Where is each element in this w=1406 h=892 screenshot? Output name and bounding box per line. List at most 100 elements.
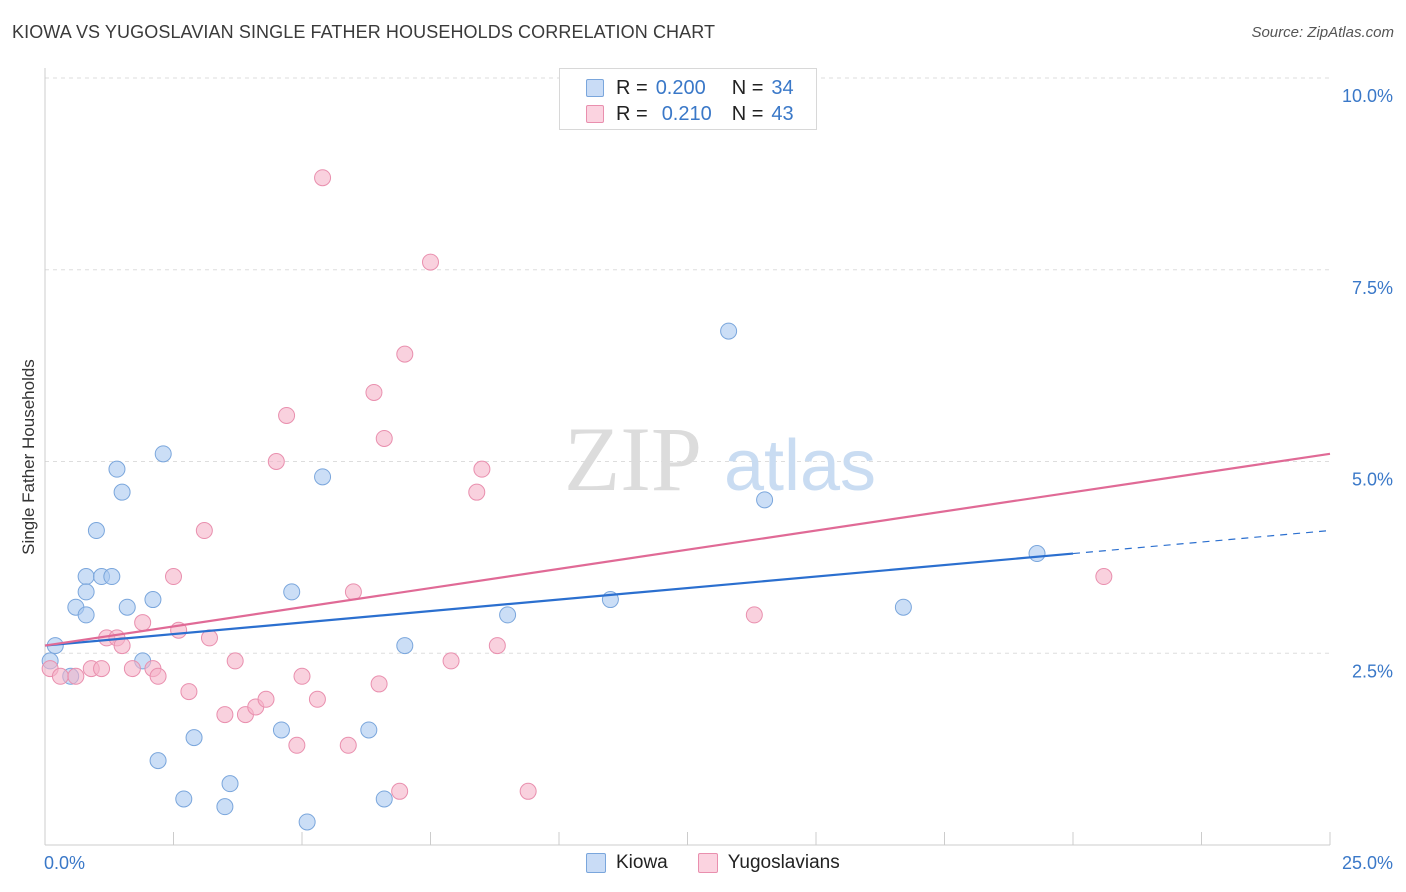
kiowa-point xyxy=(175,790,193,808)
yugoslavians-point xyxy=(180,683,198,701)
yugoslavians-point xyxy=(216,706,234,724)
kiowa-point xyxy=(185,729,203,747)
yugoslavians-point xyxy=(257,690,275,708)
kiowa-point xyxy=(77,568,95,586)
kiowa-point xyxy=(499,606,517,624)
kiowa-point xyxy=(375,790,393,808)
kiowa-trend-extension xyxy=(1072,529,1331,555)
yugoslavians-point xyxy=(308,690,326,708)
legend-item-yugoslavians[interactable]: Yugoslavians xyxy=(697,852,840,874)
kiowa-point xyxy=(87,522,105,540)
axis-labels: 2.5% 5.0% 7.5% 10.0% 0.0% 25.0% xyxy=(44,86,1393,873)
legend-yugoslavians-label: Yugoslavians xyxy=(727,852,840,873)
yugoslavians-point xyxy=(123,660,141,678)
kiowa-point xyxy=(272,721,290,739)
yugoslavians-point xyxy=(745,606,763,624)
yugoslavians-r-label: R = xyxy=(616,102,648,125)
yugoslavians-point xyxy=(134,614,152,632)
kiowa-point xyxy=(298,813,316,831)
y-tick-label: 7.5% xyxy=(1352,278,1393,298)
yugoslavians-point xyxy=(468,483,486,501)
kiowa-point xyxy=(118,598,136,616)
yugoslavians-point xyxy=(51,667,69,685)
kiowa-point xyxy=(756,491,774,509)
yugoslavians-point xyxy=(293,667,311,685)
legend-kiowa-label: Kiowa xyxy=(616,852,668,873)
x-tick-label: 25.0% xyxy=(1342,853,1393,873)
yugoslavians-r-value: 0.210 xyxy=(661,102,712,125)
stats-legend: R = 0.200 N = 34 R = 0.210 N = 43 xyxy=(559,68,817,130)
yugoslavians-trend-line xyxy=(44,452,1331,647)
yugoslavians-point xyxy=(278,406,296,424)
yugoslavians-point xyxy=(375,429,393,447)
yugoslavians-n-label: N = xyxy=(731,102,764,125)
yugoslavians-point xyxy=(396,345,414,363)
kiowa-point xyxy=(108,460,126,478)
yugoslavians-point xyxy=(314,169,332,187)
kiowa-r-label: R = xyxy=(616,76,648,99)
kiowa-point xyxy=(77,583,95,601)
watermark-zip: ZIP xyxy=(564,408,702,510)
kiowa-n-label: N = xyxy=(731,76,764,99)
kiowa-point xyxy=(360,721,378,739)
axes xyxy=(44,68,1331,846)
x-tick-label: 0.0% xyxy=(44,853,85,873)
yugoslavians-point xyxy=(473,460,491,478)
yugoslavians-point xyxy=(365,383,383,401)
kiowa-point xyxy=(103,568,121,586)
yugoslavians-point xyxy=(344,583,362,601)
kiowa-n-value: 34 xyxy=(771,76,794,99)
yugoslavians-point xyxy=(149,667,167,685)
watermark-atlas: atlas xyxy=(724,426,876,506)
source-label: Source: ZipAtlas.com xyxy=(1251,24,1394,41)
data-points xyxy=(41,169,1113,831)
legend-kiowa-swatch xyxy=(586,853,606,873)
kiowa-point xyxy=(149,752,167,770)
y-axis-label: Single Father Households xyxy=(19,359,38,555)
kiowa-r-value: 0.200 xyxy=(655,76,706,99)
legend-yugoslavians-swatch xyxy=(697,853,718,873)
kiowa-point xyxy=(221,775,239,793)
yugoslavians-point xyxy=(391,782,409,800)
yugoslavians-point xyxy=(267,453,285,470)
kiowa-point xyxy=(396,637,414,655)
kiowa-point xyxy=(894,598,912,616)
grid-lines xyxy=(45,77,1330,654)
legend-item-kiowa[interactable]: Kiowa xyxy=(586,852,668,874)
kiowa-swatch xyxy=(586,79,604,97)
yugoslavians-point xyxy=(288,736,306,754)
yugoslavians-point xyxy=(165,568,182,586)
kiowa-point xyxy=(113,483,131,501)
yugoslavians-point xyxy=(195,522,213,540)
yugoslavians-point xyxy=(422,253,439,271)
yugoslavians-point xyxy=(1095,568,1113,586)
chart-title: KIOWA VS YUGOSLAVIAN SINGLE FATHER HOUSE… xyxy=(12,22,716,42)
kiowa-point xyxy=(1028,545,1046,563)
y-tick-label: 5.0% xyxy=(1352,470,1393,490)
kiowa-point xyxy=(77,606,95,624)
trend-lines xyxy=(44,452,1331,647)
yugoslavians-point xyxy=(442,652,460,670)
kiowa-trend-line xyxy=(44,552,1074,647)
yugoslavians-swatch xyxy=(586,105,604,123)
yugoslavians-point xyxy=(519,782,537,800)
yugoslavians-point xyxy=(226,652,244,670)
yugoslavians-point xyxy=(339,736,357,754)
kiowa-point xyxy=(144,591,162,609)
yugoslavians-point xyxy=(370,675,388,693)
kiowa-point xyxy=(283,583,301,601)
yugoslavians-point xyxy=(488,637,506,655)
kiowa-point xyxy=(314,468,332,486)
y-tick-label: 10.0% xyxy=(1342,86,1393,106)
stats-legend-row-kiowa: R = 0.200 N = 34 xyxy=(586,76,794,100)
y-tick-label: 2.5% xyxy=(1352,661,1393,681)
stats-legend-row-yugoslavians: R = 0.210 N = 43 xyxy=(586,102,794,126)
kiowa-point xyxy=(154,445,172,463)
yugoslavians-point xyxy=(67,667,85,685)
kiowa-point xyxy=(720,322,738,340)
yugoslavians-n-value: 43 xyxy=(771,102,794,125)
yugoslavians-point xyxy=(93,660,111,678)
kiowa-point xyxy=(216,798,234,816)
series-legend: Kiowa Yugoslavians xyxy=(586,852,870,874)
